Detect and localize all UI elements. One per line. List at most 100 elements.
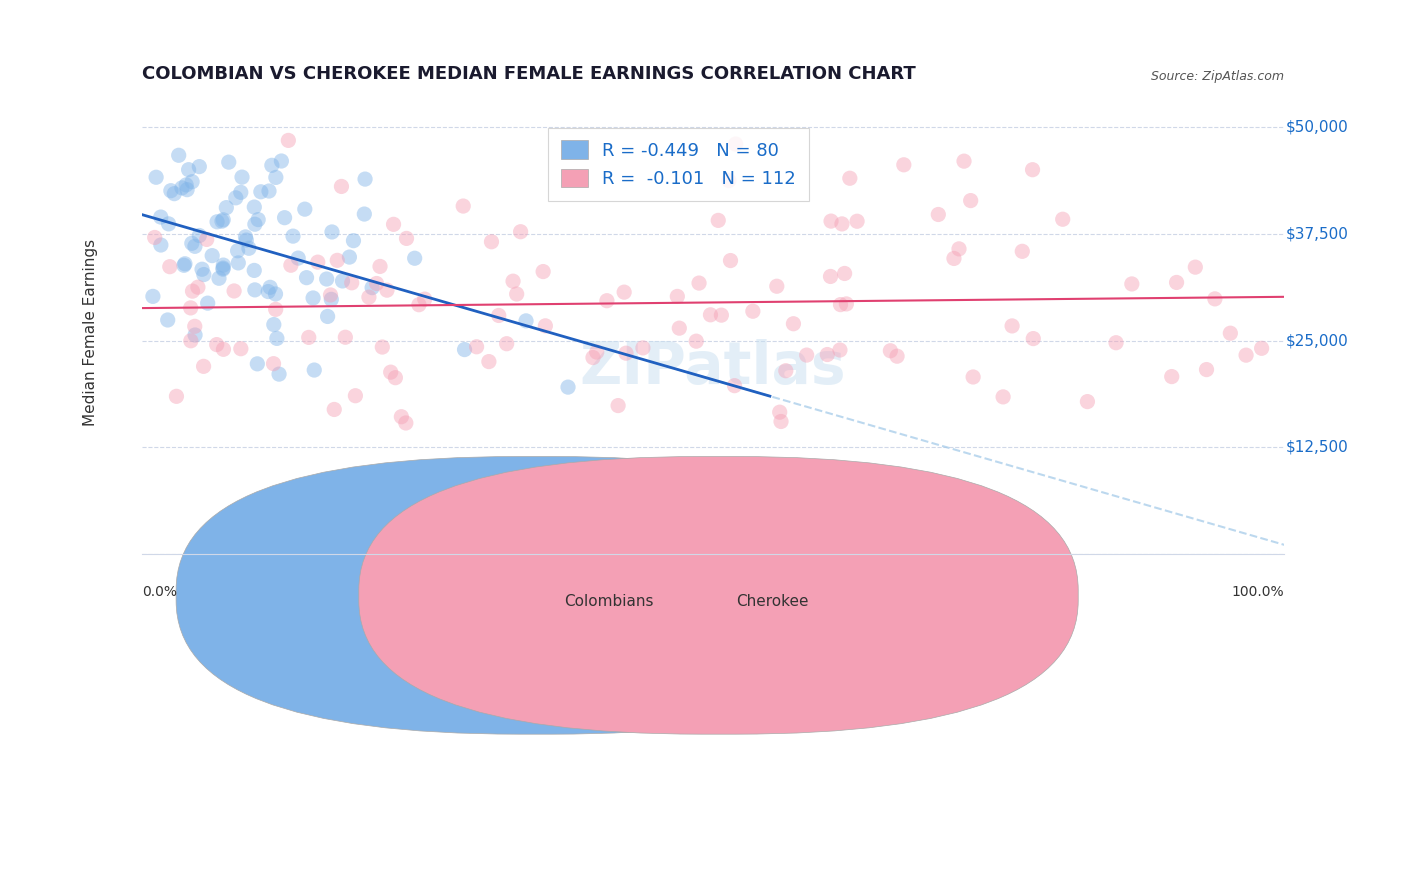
Point xyxy=(1195,362,1218,376)
Point xyxy=(1011,244,1033,259)
Text: Median Female Earnings: Median Female Earnings xyxy=(83,238,98,425)
Point xyxy=(335,330,357,344)
Point xyxy=(193,359,215,374)
Point xyxy=(927,207,949,221)
Point xyxy=(384,370,406,384)
Point xyxy=(395,416,418,430)
Point xyxy=(613,285,636,300)
Point xyxy=(835,297,858,311)
Point xyxy=(886,349,908,363)
Point xyxy=(782,317,804,331)
Point xyxy=(180,236,202,251)
Point xyxy=(723,378,745,392)
Point xyxy=(666,289,689,303)
Point xyxy=(294,202,316,216)
Point xyxy=(942,252,965,266)
Point xyxy=(266,331,288,345)
Point xyxy=(193,268,215,282)
Point xyxy=(846,214,869,228)
Point xyxy=(212,262,235,277)
Point xyxy=(413,292,436,306)
Point xyxy=(724,137,747,152)
Point xyxy=(1001,318,1024,333)
Point xyxy=(820,214,842,228)
Point xyxy=(205,215,228,229)
Point xyxy=(557,380,579,394)
Point xyxy=(229,186,252,200)
Point xyxy=(371,340,394,354)
Point xyxy=(1052,212,1074,227)
Point xyxy=(1022,332,1045,346)
Point xyxy=(159,260,181,274)
Point xyxy=(224,284,246,298)
Point xyxy=(315,272,337,286)
Point xyxy=(357,290,380,304)
Point xyxy=(631,341,654,355)
Point xyxy=(170,181,193,195)
Point xyxy=(585,345,607,359)
Point xyxy=(229,342,252,356)
Point xyxy=(156,313,179,327)
Point xyxy=(478,354,501,368)
Point xyxy=(451,199,474,213)
Point xyxy=(243,217,266,231)
Point xyxy=(879,343,901,358)
Point xyxy=(231,170,253,185)
Point xyxy=(165,389,187,403)
Point xyxy=(307,255,329,269)
Point xyxy=(1204,292,1226,306)
Text: Source: ZipAtlas.com: Source: ZipAtlas.com xyxy=(1150,70,1284,83)
Point xyxy=(710,308,733,322)
Point xyxy=(505,287,527,301)
Point xyxy=(1219,326,1241,341)
Point xyxy=(769,405,792,419)
Point xyxy=(531,264,554,278)
Point xyxy=(238,241,260,255)
Point xyxy=(717,173,740,187)
Point xyxy=(515,314,537,328)
Text: COLOMBIAN VS CHEROKEE MEDIAN FEMALE EARNINGS CORRELATION CHART: COLOMBIAN VS CHEROKEE MEDIAN FEMALE EARN… xyxy=(142,65,915,83)
Point xyxy=(959,194,981,208)
Point xyxy=(163,186,186,201)
Point xyxy=(264,170,287,185)
Point xyxy=(509,225,531,239)
Point xyxy=(344,389,367,403)
Point xyxy=(226,256,249,270)
Point xyxy=(247,212,270,227)
Point xyxy=(502,274,524,288)
Point xyxy=(143,230,166,244)
Point xyxy=(281,229,304,244)
Point xyxy=(263,357,285,371)
Point xyxy=(277,133,299,147)
Point xyxy=(326,253,349,268)
Point xyxy=(1021,162,1043,177)
Point xyxy=(323,402,346,417)
Point xyxy=(195,232,218,246)
Point xyxy=(304,363,326,377)
Point xyxy=(319,288,342,302)
FancyBboxPatch shape xyxy=(176,457,896,734)
Text: $50,000: $50,000 xyxy=(1286,120,1348,135)
Point xyxy=(330,179,353,194)
Point xyxy=(174,257,197,271)
Point xyxy=(582,351,605,365)
Point xyxy=(332,274,354,288)
Point xyxy=(218,155,240,169)
Point xyxy=(235,230,257,244)
Point xyxy=(180,334,202,348)
Point xyxy=(280,258,302,272)
Point xyxy=(177,162,200,177)
Point xyxy=(226,244,249,258)
Point xyxy=(668,321,690,335)
Text: Colombians: Colombians xyxy=(564,594,654,609)
Point xyxy=(614,346,637,360)
Point xyxy=(235,233,257,247)
Point xyxy=(1076,394,1098,409)
Point xyxy=(707,213,730,227)
Point xyxy=(302,291,325,305)
Point xyxy=(316,310,339,324)
Point xyxy=(267,367,290,381)
Point xyxy=(408,298,430,312)
Point xyxy=(181,175,204,189)
Point xyxy=(395,231,418,245)
